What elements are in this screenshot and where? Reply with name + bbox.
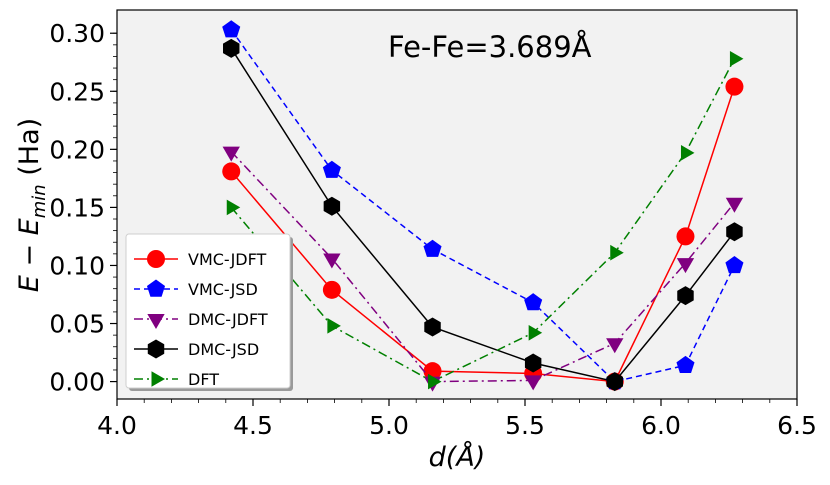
data-point: [676, 355, 695, 374]
legend-item-dmc-jdft: DMC-JDFT: [134, 310, 268, 329]
legend-marker: [151, 371, 165, 387]
y-tick-label: 0.00: [49, 368, 105, 397]
data-point: [677, 286, 694, 306]
x-axis: 4.0 4.5 5.0 5.5 6.0 6.5: [97, 399, 817, 440]
legend-label: DMC-JSD: [188, 340, 259, 359]
legend-item-dft: DFT: [134, 370, 219, 389]
data-point: [323, 253, 341, 269]
data-point: [606, 372, 623, 392]
legend-label: VMC-JDFT: [188, 250, 267, 269]
data-point: [725, 77, 744, 96]
data-point: [680, 145, 695, 161]
data-point: [676, 258, 695, 274]
y-tick-label: 0.15: [49, 193, 105, 222]
legend-marker: [147, 339, 165, 359]
data-point: [726, 222, 743, 242]
y-axis: 0.00 0.05 0.10 0.15 0.20 0.25 0.30: [49, 19, 117, 397]
legend-label: DFT: [188, 370, 219, 389]
data-point: [725, 255, 744, 274]
data-point: [729, 50, 744, 67]
legend: VMC-JDFT VMC-JSD DMC-JDFT DMC-JSD DFT: [125, 233, 293, 391]
data-point: [323, 196, 341, 216]
y-tick-label: 0.20: [49, 135, 105, 164]
y-axis-label-main: E − E: [14, 218, 45, 292]
legend-item-vmc-jdft: VMC-JDFT: [134, 250, 267, 269]
data-point: [327, 318, 341, 334]
y-axis-label: E − Emin (Ha): [14, 118, 50, 292]
data-point: [524, 293, 543, 311]
y-tick-label: 0.25: [49, 77, 105, 106]
legend-item-dmc-jsd: DMC-JSD: [134, 339, 259, 359]
series-layer: [222, 20, 744, 392]
data-point: [528, 325, 543, 341]
y-tick-label: 0.05: [49, 310, 105, 339]
data-point: [223, 38, 240, 58]
x-tick-label: 5.0: [369, 411, 409, 440]
x-tick-label: 4.0: [97, 411, 137, 440]
x-tick-label: 5.5: [505, 411, 545, 440]
x-tick-label: 4.5: [233, 411, 273, 440]
y-axis-label-sub: min: [29, 184, 50, 218]
annotation-text: Fe-Fe=3.689Å: [388, 30, 592, 64]
data-point: [322, 280, 341, 299]
legend-marker: [147, 250, 165, 268]
legend-label: DMC-JDFT: [188, 310, 268, 329]
data-point: [222, 162, 241, 181]
data-point: [424, 317, 441, 337]
data-point: [610, 244, 624, 261]
data-point: [725, 197, 744, 213]
data-point: [524, 353, 542, 373]
x-tick-label: 6.0: [641, 411, 681, 440]
series-dft: [226, 50, 744, 390]
data-point: [222, 20, 241, 38]
data-point: [222, 146, 240, 162]
y-tick-label: 0.10: [49, 251, 105, 280]
data-point: [606, 338, 624, 354]
series-dmc-jsd: [223, 38, 743, 392]
legend-marker: [146, 279, 166, 297]
y-tick-label: 0.30: [49, 19, 105, 48]
legend-marker: [147, 314, 165, 329]
data-point: [428, 373, 442, 390]
data-point: [524, 375, 542, 391]
data-point: [226, 199, 241, 216]
data-point: [322, 160, 341, 178]
plot-frame: [116, 9, 798, 400]
x-tick-label: 6.5: [777, 411, 817, 440]
legend-item-vmc-jsd: VMC-JSD: [134, 279, 258, 299]
data-point: [423, 239, 442, 257]
legend-label: VMC-JSD: [188, 280, 258, 299]
data-point: [676, 227, 695, 246]
y-axis-label-unit: (Ha): [14, 118, 45, 185]
x-axis-label: d(Å): [429, 441, 486, 473]
